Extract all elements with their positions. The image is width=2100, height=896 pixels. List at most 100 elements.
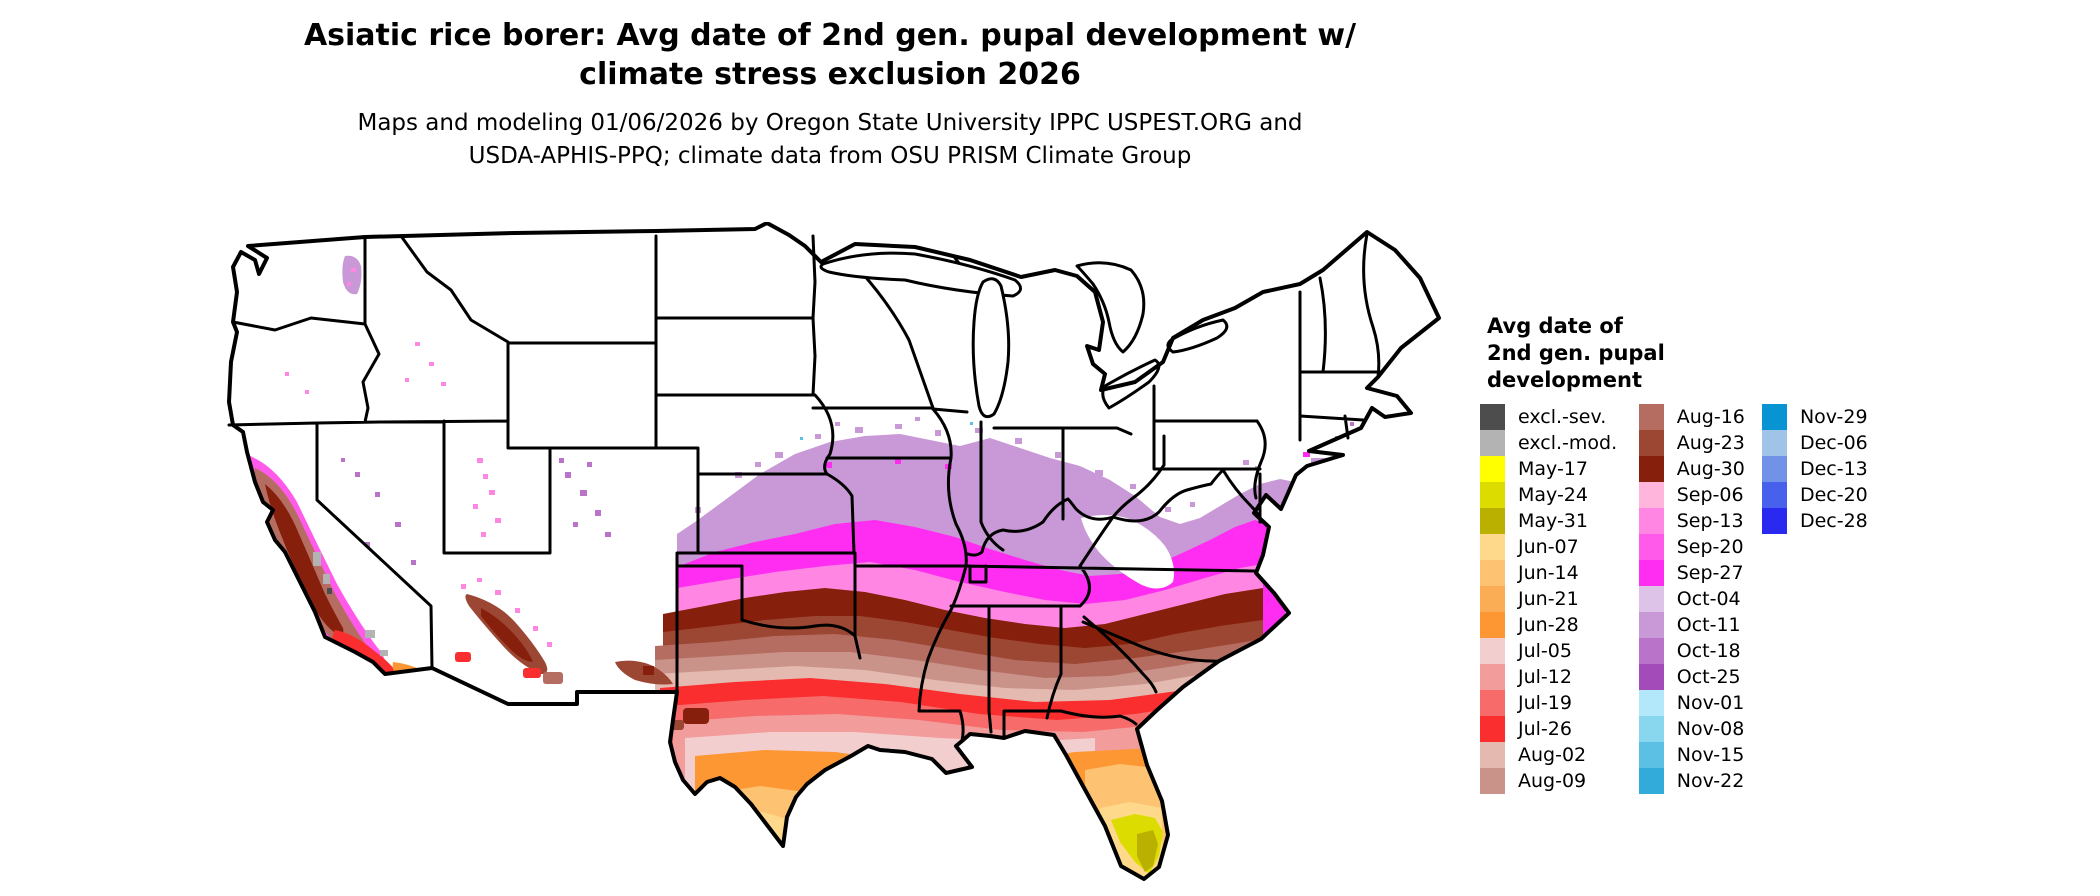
legend-entry: Jun-07 bbox=[1480, 534, 1639, 560]
legend-swatch bbox=[1638, 430, 1664, 456]
legend-swatch bbox=[1638, 482, 1664, 508]
legend-label: Oct-04 bbox=[1676, 588, 1741, 610]
legend-label: Sep-27 bbox=[1676, 562, 1744, 584]
legend-label: May-17 bbox=[1518, 458, 1588, 480]
legend-entry: Nov-15 bbox=[1638, 742, 1762, 768]
legend-label: Sep-13 bbox=[1676, 510, 1744, 532]
legend-label: Dec-13 bbox=[1799, 458, 1868, 480]
state-borders bbox=[227, 232, 1383, 743]
legend-swatch bbox=[1480, 404, 1505, 430]
legend-column-3: Nov-29 Dec-06 Dec-13 Dec-20 Dec-28 bbox=[1761, 404, 1900, 534]
legend-column-2: Aug-16 Aug-23 Aug-30 Sep-06 Sep-13 Sep-20 Sep-… bbox=[1638, 404, 1762, 794]
legend-swatch bbox=[1761, 404, 1787, 430]
legend-label: Oct-25 bbox=[1676, 666, 1741, 688]
legend-label: Dec-20 bbox=[1799, 484, 1868, 506]
legend-entry: excl.-sev. bbox=[1480, 404, 1639, 430]
legend-entry: Dec-28 bbox=[1761, 508, 1900, 534]
legend-title: Avg date of 2nd gen. pupal development bbox=[1480, 313, 1900, 394]
lake-michigan bbox=[971, 277, 1011, 419]
legend-label: Sep-20 bbox=[1676, 536, 1744, 558]
legend-entry: Sep-13 bbox=[1638, 508, 1762, 534]
legend-entry: Nov-01 bbox=[1638, 690, 1762, 716]
legend-swatch bbox=[1638, 768, 1664, 794]
lake-huron bbox=[1075, 261, 1146, 354]
legend-entry: Aug-23 bbox=[1638, 430, 1762, 456]
legend-entry: Jul-26 bbox=[1480, 716, 1639, 742]
legend-label: Sep-06 bbox=[1676, 484, 1744, 506]
legend-entry: May-31 bbox=[1480, 508, 1639, 534]
subtitle-line-2: USDA-APHIS-PPQ; climate data from OSU PR… bbox=[468, 143, 1192, 169]
legend-entry: Jun-14 bbox=[1480, 560, 1639, 586]
legend-swatch bbox=[1480, 430, 1505, 456]
arizona-red-patches bbox=[455, 652, 541, 678]
legend-entry: Oct-18 bbox=[1638, 638, 1762, 664]
legend-swatch bbox=[1761, 508, 1787, 534]
legend-entry: Oct-25 bbox=[1638, 664, 1762, 690]
lake-superior bbox=[819, 251, 1022, 298]
legend: Avg date of 2nd gen. pupal development e… bbox=[1480, 313, 1900, 794]
legend-swatch bbox=[1480, 586, 1505, 612]
legend-swatch bbox=[1638, 404, 1664, 430]
legend-label: Jun-21 bbox=[1518, 588, 1579, 610]
legend-label: Jul-12 bbox=[1518, 666, 1572, 688]
legend-swatch bbox=[1480, 508, 1505, 534]
legend-swatch bbox=[1480, 482, 1505, 508]
legend-columns: excl.-sev. excl.-mod. May-17 May-24 May-31 Ju… bbox=[1480, 404, 1900, 794]
legend-swatch bbox=[1761, 430, 1787, 456]
legend-label: Oct-11 bbox=[1676, 614, 1741, 636]
exclusion-severe-patch bbox=[327, 588, 332, 594]
legend-swatch bbox=[1638, 638, 1664, 664]
legend-entry: Aug-09 bbox=[1480, 768, 1639, 794]
purple-basin-speckles bbox=[341, 422, 1367, 565]
florida-keys-yellow bbox=[1111, 882, 1154, 892]
legend-entry: Nov-29 bbox=[1761, 404, 1900, 430]
legend-label: Nov-01 bbox=[1676, 692, 1745, 714]
legend-entry: Jul-12 bbox=[1480, 664, 1639, 690]
legend-label: Jul-26 bbox=[1518, 718, 1572, 740]
legend-entry: Aug-02 bbox=[1480, 742, 1639, 768]
legend-label: Jul-19 bbox=[1518, 692, 1572, 714]
legend-swatch bbox=[1638, 612, 1664, 638]
new-mexico-dark-spot bbox=[643, 666, 654, 675]
legend-entry: Jun-21 bbox=[1480, 586, 1639, 612]
legend-swatch bbox=[1638, 534, 1664, 560]
legend-title-line-2: 2nd gen. pupal bbox=[1487, 341, 1665, 365]
legend-entry: Jun-28 bbox=[1480, 612, 1639, 638]
subtitle-line-1: Maps and modeling 01/06/2026 by Oregon S… bbox=[357, 110, 1303, 136]
legend-label: Jun-07 bbox=[1518, 536, 1579, 558]
legend-title-line-1: Avg date of bbox=[1487, 314, 1623, 338]
legend-entry: Sep-20 bbox=[1638, 534, 1762, 560]
legend-swatch bbox=[1761, 456, 1787, 482]
legend-swatch bbox=[1638, 456, 1664, 482]
legend-swatch bbox=[1638, 508, 1664, 534]
legend-label: Jun-14 bbox=[1518, 562, 1579, 584]
legend-label: Nov-15 bbox=[1676, 744, 1745, 766]
legend-entry: Sep-06 bbox=[1638, 482, 1762, 508]
legend-label: excl.-sev. bbox=[1518, 406, 1607, 428]
legend-label: Nov-22 bbox=[1676, 770, 1745, 792]
legend-column-1: excl.-sev. excl.-mod. May-17 May-24 May-31 Ju… bbox=[1480, 404, 1639, 794]
legend-label: Aug-30 bbox=[1676, 458, 1745, 480]
arizona-terracotta-patch bbox=[543, 672, 563, 684]
legend-entry: Jul-05 bbox=[1480, 638, 1639, 664]
legend-title-line-3: development bbox=[1487, 368, 1642, 392]
legend-swatch bbox=[1480, 716, 1505, 742]
us-choropleth-map bbox=[215, 221, 1455, 892]
legend-label: excl.-mod. bbox=[1518, 432, 1618, 454]
california-valley-darkbrown bbox=[265, 484, 344, 635]
legend-swatch bbox=[1761, 482, 1787, 508]
legend-label: May-31 bbox=[1518, 510, 1588, 532]
legend-label: Aug-09 bbox=[1518, 770, 1587, 792]
legend-entry: Oct-04 bbox=[1638, 586, 1762, 612]
imperial-lightorange bbox=[413, 672, 425, 680]
legend-swatch bbox=[1480, 456, 1505, 482]
header: Asiatic rice borer: Avg date of 2nd gen.… bbox=[210, 16, 1450, 173]
legend-swatch bbox=[1638, 716, 1664, 742]
west-texas-dark-mountains bbox=[683, 708, 709, 724]
legend-entry: Oct-11 bbox=[1638, 612, 1762, 638]
legend-entry: Dec-06 bbox=[1761, 430, 1900, 456]
appalachian-white-gap bbox=[1081, 478, 1183, 589]
legend-entry: May-24 bbox=[1480, 482, 1639, 508]
legend-label: Nov-29 bbox=[1799, 406, 1868, 428]
pink-mountain-speckles bbox=[285, 268, 552, 647]
